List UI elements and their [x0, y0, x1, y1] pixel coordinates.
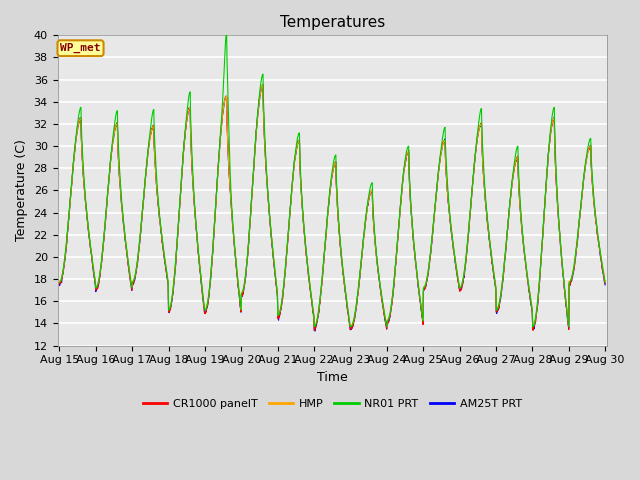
Legend: CR1000 panelT, HMP, NR01 PRT, AM25T PRT: CR1000 panelT, HMP, NR01 PRT, AM25T PRT — [138, 395, 526, 413]
Text: WP_met: WP_met — [60, 43, 100, 53]
Y-axis label: Temperature (C): Temperature (C) — [15, 140, 28, 241]
X-axis label: Time: Time — [317, 371, 348, 384]
Title: Temperatures: Temperatures — [280, 15, 385, 30]
